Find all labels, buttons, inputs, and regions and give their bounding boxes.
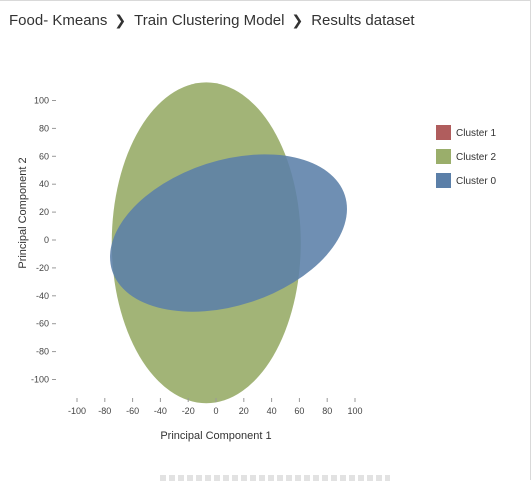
breadcrumb-separator-icon: ❯ <box>114 11 127 28</box>
legend-swatch <box>436 149 451 164</box>
y-tick-label: -40 <box>36 291 49 301</box>
y-axis: 100 80 60 40 20 0 -20 -40 -60 -80 -100 <box>31 96 56 385</box>
x-tick-label: -60 <box>126 406 139 416</box>
y-axis-title: Principal Component 2 <box>17 157 29 268</box>
cluster-ellipse-layer <box>110 82 347 404</box>
y-tick-label: 80 <box>39 123 49 133</box>
y-tick-label: -80 <box>36 347 49 357</box>
x-tick-label: 40 <box>267 406 277 416</box>
y-tick-label: 20 <box>39 207 49 217</box>
y-tick-label: 100 <box>34 96 49 106</box>
x-tick-label: -20 <box>182 406 195 416</box>
x-tick-label: 100 <box>347 406 362 416</box>
legend-item-label: Cluster 0 <box>456 176 496 187</box>
x-axis: -100 -80 -60 -40 -20 0 20 40 60 80 100 <box>68 398 363 416</box>
breadcrumb-separator-icon: ❯ <box>291 11 304 28</box>
x-tick-label: -40 <box>154 406 167 416</box>
y-tick-label: 0 <box>44 235 49 245</box>
y-tick-label: -100 <box>31 375 49 385</box>
breadcrumb-item-experiment[interactable]: Food- Kmeans <box>9 11 108 29</box>
x-tick-label: 0 <box>213 406 218 416</box>
y-tick-label: -20 <box>36 263 49 273</box>
x-tick-label: 80 <box>322 406 332 416</box>
x-tick-label: 20 <box>239 406 249 416</box>
y-tick-label: 40 <box>39 179 49 189</box>
legend-item-label: Cluster 2 <box>456 152 496 163</box>
legend-swatch <box>436 125 451 140</box>
legend: Cluster 1 Cluster 2 Cluster 0 <box>436 125 496 188</box>
breadcrumb: Food- Kmeans ❯ Train Clustering Model ❯ … <box>9 9 415 31</box>
legend-item-label: Cluster 1 <box>456 128 496 139</box>
x-axis-title: Principal Component 1 <box>160 430 271 442</box>
legend-swatch <box>436 173 451 188</box>
breadcrumb-item-dataset: Results dataset <box>311 11 415 29</box>
x-tick-label: -80 <box>98 406 111 416</box>
truncated-content <box>160 475 390 481</box>
cluster-ellipse <box>110 154 347 312</box>
y-tick-label: 60 <box>39 151 49 161</box>
breadcrumb-item-module[interactable]: Train Clustering Model <box>134 11 285 29</box>
x-tick-label: -100 <box>68 406 86 416</box>
y-tick-label: -60 <box>36 319 49 329</box>
x-tick-label: 60 <box>294 406 304 416</box>
